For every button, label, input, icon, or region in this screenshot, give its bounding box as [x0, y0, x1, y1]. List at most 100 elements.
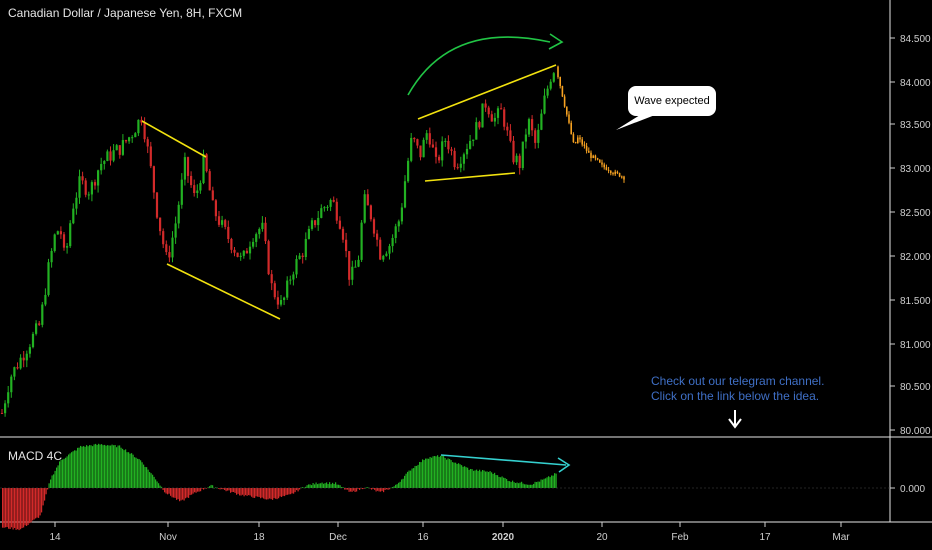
macd-bar	[26, 488, 28, 527]
macd-bar	[530, 484, 532, 488]
candle-body	[428, 133, 431, 145]
candle-body	[103, 160, 106, 164]
candle-body	[252, 241, 255, 247]
candle-body	[490, 114, 493, 122]
macd-bar	[554, 473, 556, 488]
macd-bar	[488, 471, 490, 488]
candle-body	[4, 403, 7, 414]
candle-body	[456, 167, 459, 169]
candle-body	[320, 208, 323, 218]
projection-body	[559, 76, 561, 86]
y-tick-label: 81.000	[900, 340, 931, 351]
candle-body	[143, 122, 146, 140]
macd-bar	[41, 488, 43, 513]
macd-bar	[12, 488, 14, 530]
candle-body	[72, 208, 75, 224]
candle-body	[174, 223, 177, 238]
macd-bar	[320, 483, 322, 488]
macd-bar	[287, 488, 289, 495]
macd-bar	[491, 472, 493, 488]
macd-bar	[390, 487, 392, 489]
macd-bar	[485, 471, 487, 488]
macd-bar	[116, 447, 118, 488]
macd-bar	[506, 479, 508, 488]
candle-body	[459, 163, 462, 168]
macd-bar	[164, 488, 166, 493]
macd-bar	[203, 488, 205, 490]
macd-bar	[81, 446, 83, 488]
macd-bar	[195, 488, 197, 493]
macd-bar	[62, 459, 64, 488]
macd-bar	[99, 444, 101, 488]
projection-body	[616, 171, 619, 174]
macd-bar	[15, 488, 17, 530]
candle-body	[552, 73, 555, 82]
macd-bar	[140, 460, 142, 488]
macd-bar	[516, 482, 518, 488]
macd-bar	[321, 482, 323, 488]
macd-bar	[146, 467, 148, 488]
macd-bar	[432, 456, 434, 488]
candle-body	[283, 297, 286, 301]
candle-body	[193, 185, 196, 193]
macd-bar	[75, 450, 77, 488]
macd-bar	[113, 445, 115, 488]
candle-body	[329, 199, 332, 207]
projection-body	[621, 176, 623, 178]
macd-bar	[92, 446, 94, 488]
macd-bar	[264, 488, 266, 500]
macd-bar	[401, 479, 403, 488]
macd-bar	[78, 447, 80, 488]
candle-body	[75, 197, 78, 209]
candle-body	[434, 147, 438, 157]
macd-bar	[155, 479, 157, 488]
macd-bar	[366, 487, 368, 488]
macd-bar	[288, 488, 290, 495]
macd-bar	[455, 462, 457, 488]
macd-bar	[357, 488, 359, 489]
x-tick-label: 2020	[492, 532, 515, 543]
macd-bar	[236, 488, 238, 495]
macd-bar	[38, 488, 40, 518]
macd-bar	[386, 488, 388, 490]
macd-bar	[179, 488, 181, 502]
macd-bar	[504, 478, 506, 488]
candle-body	[348, 251, 351, 280]
macd-bar	[8, 488, 10, 529]
macd-bar	[225, 488, 227, 492]
wave-expected-bubble: Wave expected	[628, 86, 716, 116]
macd-bar	[497, 475, 499, 488]
y-tick-label: 83.000	[900, 164, 931, 175]
macd-bar	[536, 482, 538, 488]
macd-bar	[275, 488, 277, 499]
y-tick-label: 84.000	[900, 78, 931, 89]
macd-bar	[297, 488, 299, 492]
macd-bar	[494, 472, 496, 488]
macd-bar	[159, 485, 161, 488]
macd-bar	[254, 488, 256, 498]
telegram-note[interactable]: Check out our telegram channel. Click on…	[651, 374, 824, 404]
macd-bar	[27, 488, 29, 525]
candle-body	[338, 220, 341, 229]
macd-bar	[552, 475, 554, 488]
candle-body	[537, 129, 540, 143]
macd-bar	[545, 478, 547, 488]
macd-bar	[239, 488, 241, 496]
macd-bar	[410, 470, 412, 488]
macd-bar	[114, 444, 116, 488]
macd-bar	[221, 488, 223, 490]
macd-bar	[210, 484, 212, 488]
macd-bar	[458, 463, 460, 488]
macd-bar	[468, 469, 470, 488]
candle-body	[162, 231, 165, 245]
macd-bar	[477, 470, 479, 488]
down-arrow-head	[728, 418, 742, 429]
candle-body	[214, 200, 217, 217]
macd-bar	[338, 484, 340, 488]
macd-bar	[123, 450, 125, 488]
macd-bar	[336, 484, 338, 488]
macd-bar	[420, 462, 422, 488]
macd-bar	[231, 488, 233, 492]
candle-body	[242, 250, 245, 256]
